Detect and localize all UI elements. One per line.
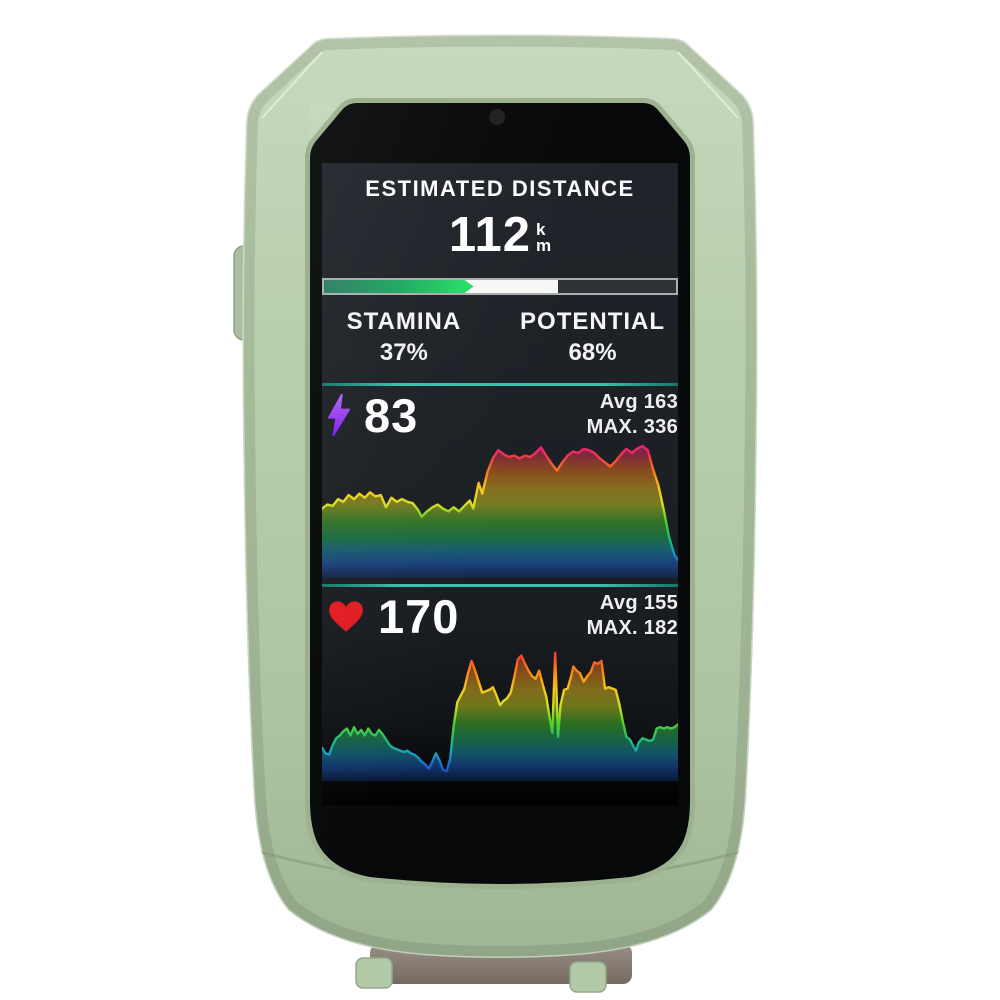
- stamina-value: 37%: [379, 339, 428, 366]
- stamina-potential-labels: STAMINA POTENTIAL: [322, 308, 678, 338]
- light-sensor-dot: [489, 109, 505, 125]
- stamina-label: STAMINA: [346, 308, 462, 335]
- distance-unit-km: k m: [535, 220, 552, 255]
- distance-number: 112: [448, 208, 531, 262]
- power-max: MAX. 336: [586, 416, 678, 438]
- power-area-chart: [322, 442, 678, 578]
- heart-rate-area-chart: [322, 643, 678, 781]
- heart-rate-stats: Avg 155 MAX. 182: [587, 591, 678, 641]
- touchscreen[interactable]: ESTIMATED DISTANCE 112 k m STAMINA POTEN…: [322, 163, 678, 805]
- page-title: ESTIMATED DISTANCE: [365, 176, 635, 201]
- potential-value: 68%: [568, 339, 617, 366]
- estimated-distance-value: 112 k m: [322, 206, 678, 264]
- heart-rate-max: MAX. 182: [586, 617, 678, 639]
- lightning-bolt-icon: [328, 392, 350, 438]
- heart-rate-avg: Avg 155: [599, 592, 678, 614]
- power-stats: Avg 163 MAX. 336: [587, 390, 678, 440]
- heart-rate-value: 170: [378, 589, 460, 643]
- heart-rate-metric-row: 170 Avg 155 MAX. 182: [322, 589, 678, 643]
- stamina-bar-fill-green: [324, 280, 474, 293]
- stamina-progress-bar: [322, 278, 678, 295]
- stamina-potential-values: 37% 68%: [322, 339, 678, 369]
- power-metric-row: 83 Avg 163 MAX. 336: [322, 388, 678, 442]
- potential-label: POTENTIAL: [520, 308, 666, 335]
- unit-top: k: [535, 220, 546, 239]
- power-avg: Avg 163: [599, 391, 678, 413]
- heart-icon: [328, 600, 364, 633]
- divider: [322, 383, 678, 386]
- divider: [322, 584, 678, 587]
- power-value: 83: [364, 388, 419, 442]
- unit-bottom: m: [535, 236, 552, 255]
- case-bottom-tab-right: [569, 961, 607, 993]
- case-bottom-tab-left: [355, 957, 393, 989]
